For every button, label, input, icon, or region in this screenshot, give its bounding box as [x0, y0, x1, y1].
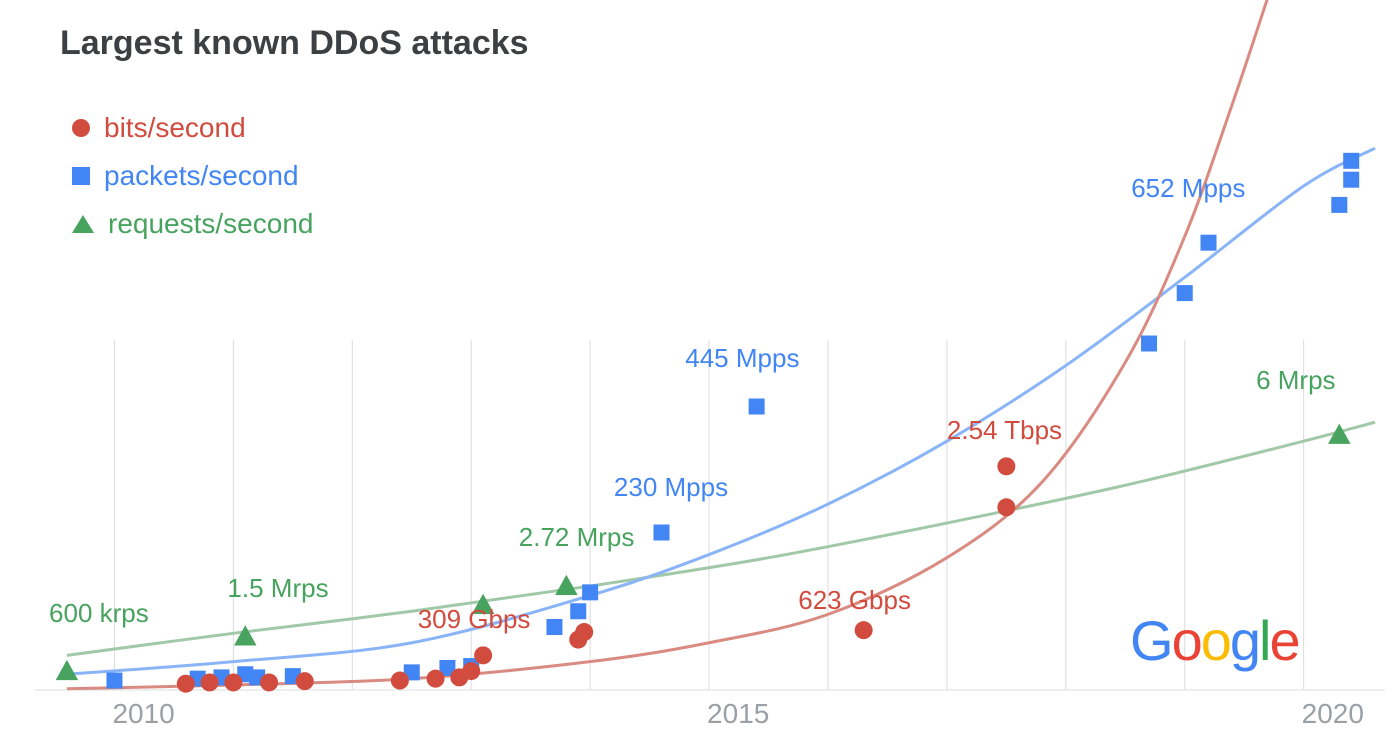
packets-marker	[1331, 197, 1347, 213]
packets-marker	[1177, 285, 1193, 301]
bits-marker	[260, 673, 278, 691]
packets-marker	[653, 525, 669, 541]
bits-marker	[224, 673, 242, 691]
packets-marker	[1201, 235, 1217, 251]
x-tick-label: 2010	[112, 698, 174, 730]
logo-letter: G	[1130, 609, 1172, 672]
bits-marker	[177, 675, 195, 693]
data-label: 600 krps	[49, 598, 149, 629]
packets-marker	[1343, 153, 1359, 169]
logo-letter: g	[1230, 609, 1259, 672]
logo-letter: o	[1172, 609, 1201, 672]
bits-marker	[575, 623, 593, 641]
data-label: 652 Mpps	[1131, 173, 1245, 204]
bits-marker	[855, 621, 873, 639]
bits-marker	[427, 670, 445, 688]
data-label: 309 Gbps	[418, 604, 531, 635]
requests-marker	[555, 575, 578, 595]
logo-letter: o	[1201, 609, 1230, 672]
logo-letter: l	[1259, 609, 1269, 672]
bits-marker	[391, 672, 409, 690]
bits-marker	[296, 672, 314, 690]
packets-marker	[570, 603, 586, 619]
packets-marker	[582, 584, 598, 600]
packets-marker	[106, 673, 122, 689]
data-label: 623 Gbps	[798, 585, 911, 616]
requests-marker	[56, 660, 79, 680]
data-label: 445 Mpps	[685, 343, 799, 374]
x-tick-label: 2015	[707, 698, 769, 730]
packets-marker	[749, 399, 765, 415]
bits-marker	[997, 498, 1015, 516]
google-logo: Google	[1130, 608, 1299, 673]
packets-marker	[1343, 172, 1359, 188]
data-label: 2.54 Tbps	[947, 415, 1062, 446]
bits-marker	[462, 662, 480, 680]
chart-container: Largest known DDoS attacks bits/secondpa…	[0, 0, 1400, 749]
bits-marker	[201, 673, 219, 691]
packets-marker	[546, 619, 562, 635]
packets-marker	[1141, 336, 1157, 352]
data-label: 230 Mpps	[614, 472, 728, 503]
bits-marker	[997, 457, 1015, 475]
data-label: 2.72 Mrps	[519, 522, 635, 553]
requests-marker	[234, 625, 257, 645]
logo-letter: e	[1269, 609, 1298, 672]
data-label: 1.5 Mrps	[227, 573, 328, 604]
bits-marker	[474, 646, 492, 664]
x-tick-label: 2020	[1302, 698, 1364, 730]
data-label: 6 Mrps	[1256, 365, 1335, 396]
